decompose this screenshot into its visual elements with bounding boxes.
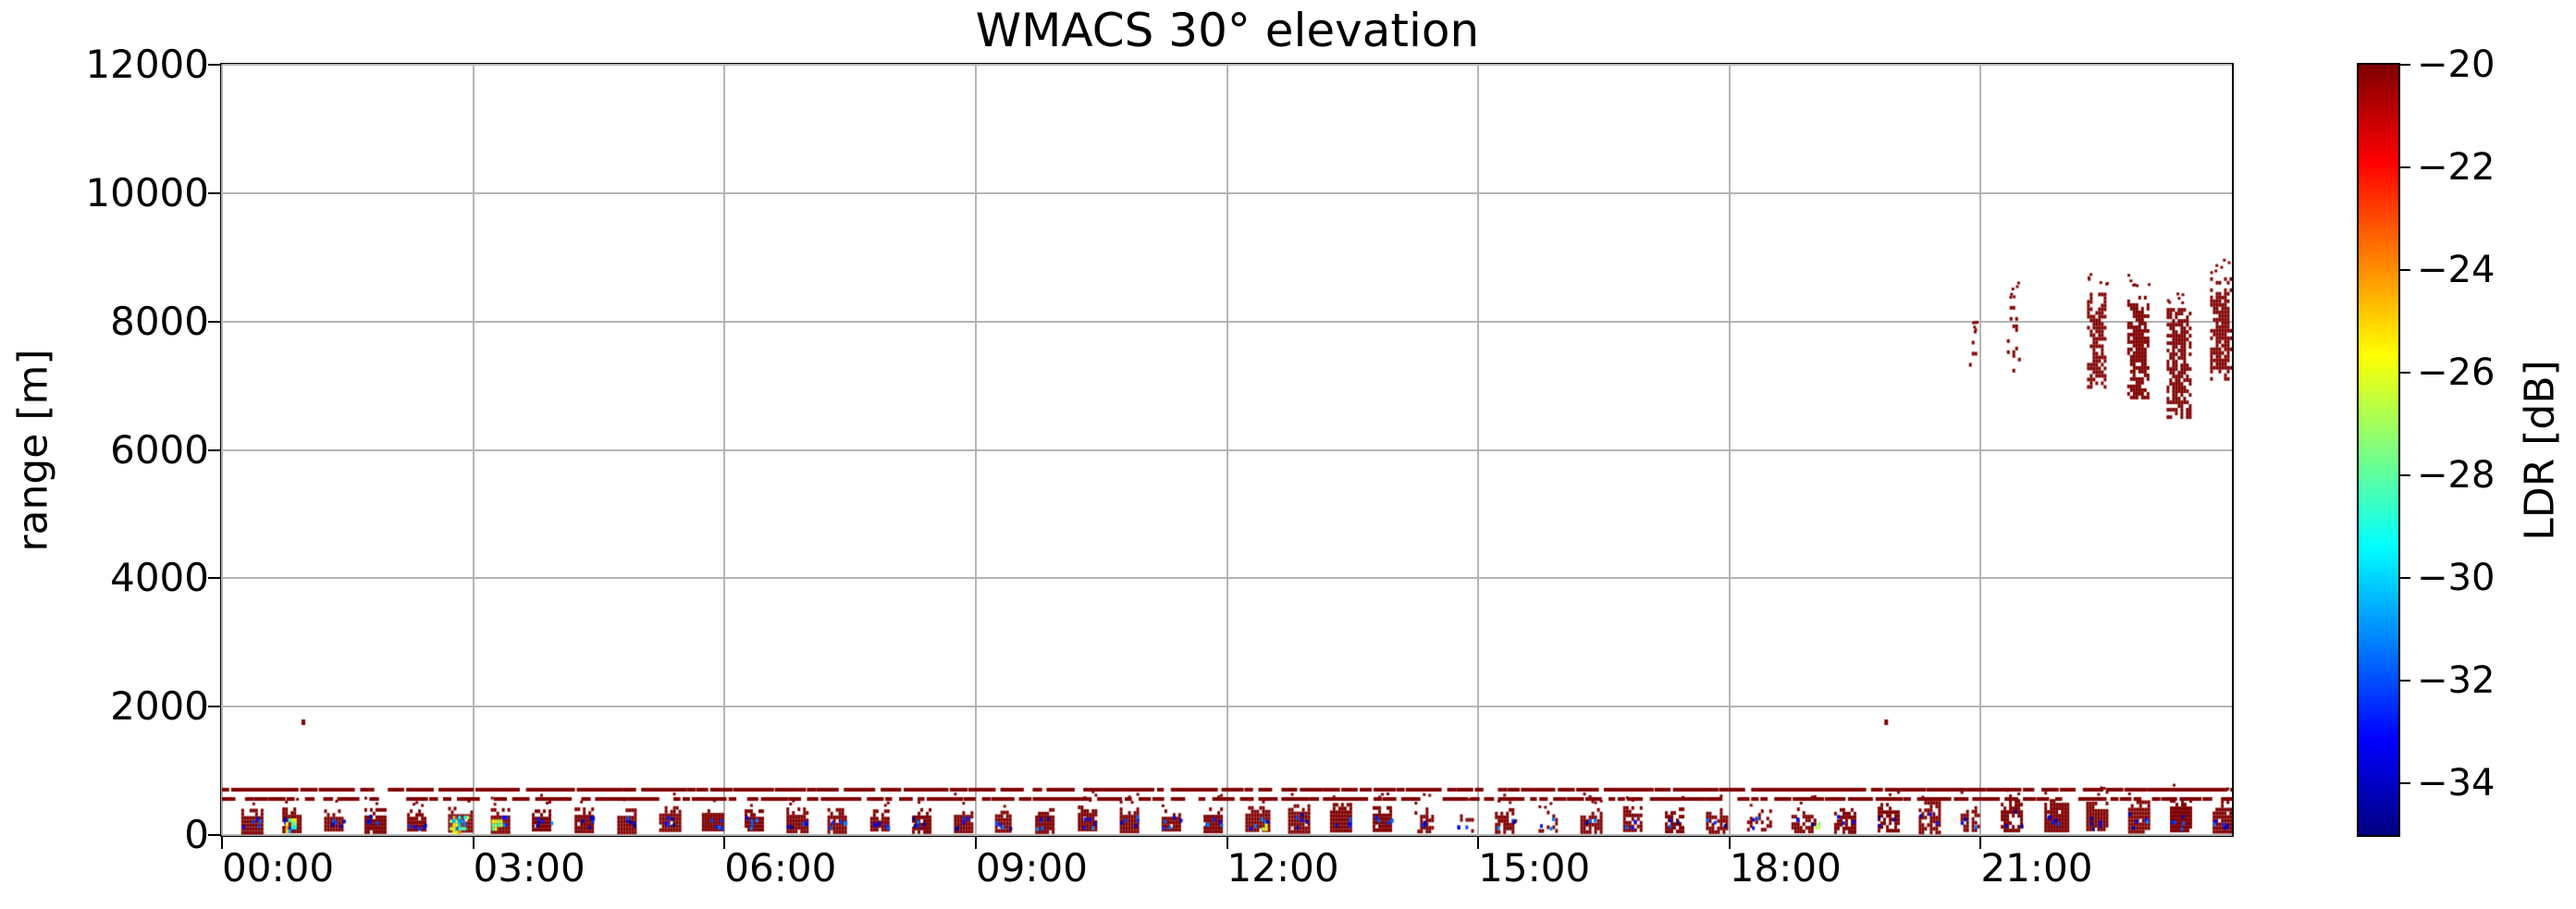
colorbar-tick-label: −30 xyxy=(2417,557,2496,600)
x-tick-label: 15:00 xyxy=(1478,845,1591,891)
x-tick-mark xyxy=(221,837,223,849)
y-tick-mark xyxy=(208,320,220,323)
colorbar xyxy=(2357,63,2400,837)
x-tick-mark xyxy=(1979,837,1982,849)
x-tick-label: 12:00 xyxy=(1226,845,1339,891)
colorbar-tick-label: −24 xyxy=(2417,249,2496,292)
colorbar-tick-mark xyxy=(2400,166,2410,169)
colorbar-tick-mark xyxy=(2400,680,2410,682)
x-tick-mark xyxy=(472,837,475,849)
x-tick-label: 00:00 xyxy=(222,845,335,891)
y-tick-label: 8000 xyxy=(110,298,209,344)
x-tick-label: 06:00 xyxy=(724,845,837,891)
chart-title: WMACS 30° elevation xyxy=(975,4,1480,57)
x-tick-label: 18:00 xyxy=(1729,845,1842,891)
y-tick-mark xyxy=(208,191,220,194)
x-tick-mark xyxy=(974,837,977,849)
y-tick-mark xyxy=(208,577,220,580)
y-gridline xyxy=(222,834,2232,836)
y-tick-mark xyxy=(208,834,220,836)
colorbar-tick-mark xyxy=(2400,782,2410,785)
colorbar-tick-label: −26 xyxy=(2417,351,2496,395)
colorbar-tick-label: −32 xyxy=(2417,659,2496,703)
y-tick-mark xyxy=(208,706,220,708)
x-tick-mark xyxy=(1226,837,1228,849)
colorbar-tick-mark xyxy=(2400,269,2410,272)
colorbar-tick-mark xyxy=(2400,474,2410,477)
y-tick-mark xyxy=(208,448,220,451)
colorbar-tick-mark xyxy=(2400,577,2410,580)
y-tick-label: 10000 xyxy=(85,169,209,215)
plot-area xyxy=(220,63,2234,837)
x-tick-label: 21:00 xyxy=(1980,845,2093,891)
colorbar-tick-mark xyxy=(2400,372,2410,375)
y-tick-label: 0 xyxy=(184,812,209,857)
colorbar-tick-label: −20 xyxy=(2417,43,2496,86)
colorbar-label: LDR [dB] xyxy=(2516,360,2564,541)
y-tick-label: 4000 xyxy=(110,555,209,601)
x-tick-mark xyxy=(1728,837,1731,849)
colorbar-tick-label: −22 xyxy=(2417,146,2496,190)
colorbar-tick-mark xyxy=(2400,64,2410,66)
heatmap-canvas xyxy=(222,65,2232,835)
colorbar-tick-label: −34 xyxy=(2417,762,2496,805)
y-tick-label: 2000 xyxy=(110,683,209,730)
y-tick-mark xyxy=(208,64,220,66)
y-tick-label: 12000 xyxy=(85,42,209,87)
x-tick-mark xyxy=(723,837,726,849)
x-tick-label: 09:00 xyxy=(975,845,1088,891)
colorbar-tick-label: −28 xyxy=(2417,454,2496,497)
y-tick-label: 6000 xyxy=(110,426,209,473)
x-tick-label: 03:00 xyxy=(473,845,585,891)
colorbar-gradient-canvas xyxy=(2359,65,2398,835)
x-tick-mark xyxy=(1477,837,1480,849)
